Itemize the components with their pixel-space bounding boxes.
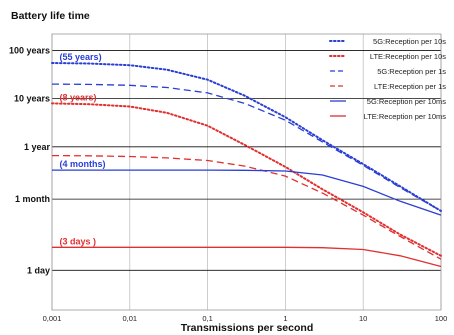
chart-title: Battery life time <box>11 10 90 22</box>
x-axis-ticks: 0,001 0,01 0,1 1 10 100 <box>43 314 448 323</box>
series-line-1 <box>51 62 442 212</box>
y-tick-label: 10 years <box>14 94 50 104</box>
annotations-group: (55 years) (8 years) (4 months) (3 days ) <box>60 52 106 246</box>
annotation-label: (3 days ) <box>60 236 97 246</box>
x-tick-label: 100 <box>435 314 448 323</box>
y-tick-label: 1 month <box>15 194 50 204</box>
legend: 5G:Reception per 10s LTE:Reception per 10… <box>329 37 447 121</box>
y-tick-label: 100 years <box>9 45 50 55</box>
series-line-4 <box>51 154 442 260</box>
series-line-3 <box>51 83 442 212</box>
legend-label: 5G:Reception per 10s <box>373 37 446 46</box>
series-line-2 <box>51 102 442 257</box>
series-group <box>51 62 442 268</box>
x-tick-label: 1 <box>283 314 287 323</box>
legend-label: LTE:Reception per 10s <box>370 52 446 61</box>
series-line-6 <box>52 246 442 268</box>
x-tick-label: 0,001 <box>43 314 62 323</box>
legend-label: LTE:Reception per 10ms <box>364 112 447 121</box>
legend-label: 5G:Reception per 1s <box>377 67 446 76</box>
annotation-label: (8 years) <box>60 92 97 102</box>
legend-label: 5G:Reception per 10ms <box>367 97 446 106</box>
x-axis-label: Transmissions per second <box>181 322 313 334</box>
plot-area <box>51 33 442 311</box>
annotation-label: (55 years) <box>60 52 102 62</box>
legend-label: LTE:Reception per 1s <box>374 82 446 91</box>
x-tick-label: 0,01 <box>122 314 137 323</box>
y-tick-label: 1 day <box>27 265 50 275</box>
series-line-5 <box>52 169 442 216</box>
x-tick-label: 10 <box>359 314 367 323</box>
annotation-label: (4 months) <box>60 159 106 169</box>
y-axis-ticks: 100 years 10 years 1 year 1 month 1 day <box>9 45 51 275</box>
x-tick-label: 0,1 <box>202 314 212 323</box>
y-tick-label: 1 year <box>24 142 51 152</box>
